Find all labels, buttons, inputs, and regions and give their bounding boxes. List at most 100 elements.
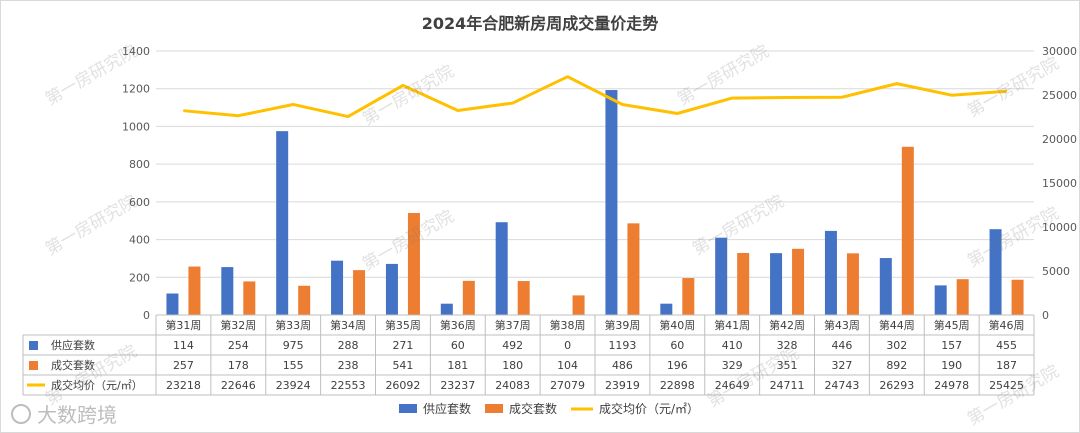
table-cell: 60 <box>670 339 684 352</box>
bar-deals <box>407 212 420 315</box>
bar-supply <box>879 258 892 315</box>
line-point <box>676 112 678 114</box>
table-cell: 23919 <box>605 379 640 392</box>
bar-deals <box>737 252 750 315</box>
table-cell: 27079 <box>550 379 585 392</box>
table-cell: 24083 <box>495 379 530 392</box>
line-point <box>347 116 349 118</box>
left-axis-tick-label: 600 <box>129 196 150 209</box>
table-cell: 22898 <box>660 379 695 392</box>
bar-deals <box>517 281 530 315</box>
left-axis-tick-label: 400 <box>129 234 150 247</box>
right-axis-tick-label: 0 <box>1042 309 1049 322</box>
line-point <box>182 110 184 112</box>
legend-label: 成交套数 <box>509 401 557 416</box>
line-point <box>731 97 733 99</box>
table-row-label: 成交套数 <box>51 358 95 372</box>
table-row-label: 成交均价（元/㎡） <box>51 378 143 392</box>
left-axis-tick-label: 1400 <box>122 45 150 58</box>
right-axis-tick-label: 25000 <box>1042 89 1077 102</box>
table-cell: 455 <box>996 339 1017 352</box>
line-point <box>1006 90 1008 92</box>
brand-text: 大数跨境 <box>37 403 117 427</box>
line-point <box>951 94 953 96</box>
table-cell: 892 <box>886 359 907 372</box>
bar-deals <box>682 278 695 315</box>
table-cell: 328 <box>777 339 798 352</box>
bar-supply <box>385 263 398 315</box>
bar-supply <box>660 303 673 315</box>
legend-label: 供应套数 <box>423 401 471 416</box>
bar-supply <box>605 90 618 315</box>
table-cell: 24978 <box>934 379 969 392</box>
table-cell: 23237 <box>440 379 475 392</box>
table-cell: 155 <box>283 359 304 372</box>
bar-supply <box>770 253 783 315</box>
left-axis-tick-label: 0 <box>143 309 150 322</box>
table-row-label: 供应套数 <box>51 338 95 352</box>
bar-supply <box>715 237 728 315</box>
line-point <box>292 103 294 105</box>
x-tick-label: 第43周 <box>824 318 860 332</box>
table-cell: 1193 <box>608 339 636 352</box>
x-tick-label: 第41周 <box>714 318 750 332</box>
line-point <box>402 84 404 86</box>
x-tick-label: 第31周 <box>165 318 201 332</box>
right-axis-tick-label: 15000 <box>1042 177 1077 190</box>
line-point <box>896 83 898 85</box>
bar-supply <box>221 267 234 315</box>
table-cell: 486 <box>612 359 633 372</box>
bar-supply <box>989 229 1002 315</box>
table-cell: 271 <box>392 339 413 352</box>
line-point <box>512 102 514 104</box>
table-cell: 24649 <box>715 379 750 392</box>
bar-supply <box>824 230 837 315</box>
bar-deals <box>901 146 914 315</box>
table-cell: 180 <box>502 359 523 372</box>
chart-title: 2024年合肥新房周成交量价走势 <box>422 14 659 33</box>
table-cell: 23924 <box>276 379 311 392</box>
table-cell: 104 <box>557 359 578 372</box>
right-axis-tick-label: 5000 <box>1042 265 1070 278</box>
x-tick-label: 第46周 <box>989 318 1025 332</box>
table-cell: 60 <box>451 339 465 352</box>
bar-deals <box>462 280 475 315</box>
table-cell: 257 <box>173 359 194 372</box>
price-line <box>183 75 1007 119</box>
line-point <box>457 110 459 112</box>
table-cell: 302 <box>886 339 907 352</box>
x-tick-label: 第40周 <box>659 318 695 332</box>
bar-supply <box>276 131 289 315</box>
table-cell: 0 <box>564 339 571 352</box>
bar-supply <box>495 222 508 315</box>
line-point <box>621 104 623 106</box>
table-cell: 190 <box>941 359 962 372</box>
x-tick-label: 第39周 <box>604 318 640 332</box>
table-cell: 178 <box>228 359 249 372</box>
bar-deals <box>188 266 201 315</box>
x-tick-label: 第42周 <box>769 318 805 332</box>
x-tick-label: 第38周 <box>550 318 586 332</box>
table-cell: 187 <box>996 359 1017 372</box>
table-cell: 26092 <box>385 379 420 392</box>
bar-deals <box>956 279 969 315</box>
bar-deals <box>298 285 311 315</box>
x-tick-label: 第32周 <box>220 318 256 332</box>
bar-deals <box>243 281 256 315</box>
table-cell: 541 <box>392 359 413 372</box>
table-cell: 492 <box>502 339 523 352</box>
legend-swatch <box>485 404 503 413</box>
bar-supply <box>934 285 947 315</box>
table-cell: 23218 <box>166 379 201 392</box>
legend-label: 成交均价（元/㎡） <box>599 401 699 416</box>
table-cell: 26293 <box>879 379 914 392</box>
left-axis-tick-label: 1200 <box>122 83 150 96</box>
bar-supply <box>440 303 453 315</box>
x-tick-label: 第45周 <box>934 318 970 332</box>
bar-supply <box>331 260 344 315</box>
left-axis-tick-label: 800 <box>129 158 150 171</box>
bar-deals <box>353 270 366 315</box>
table-cell: 446 <box>831 339 852 352</box>
line-point <box>841 96 843 98</box>
